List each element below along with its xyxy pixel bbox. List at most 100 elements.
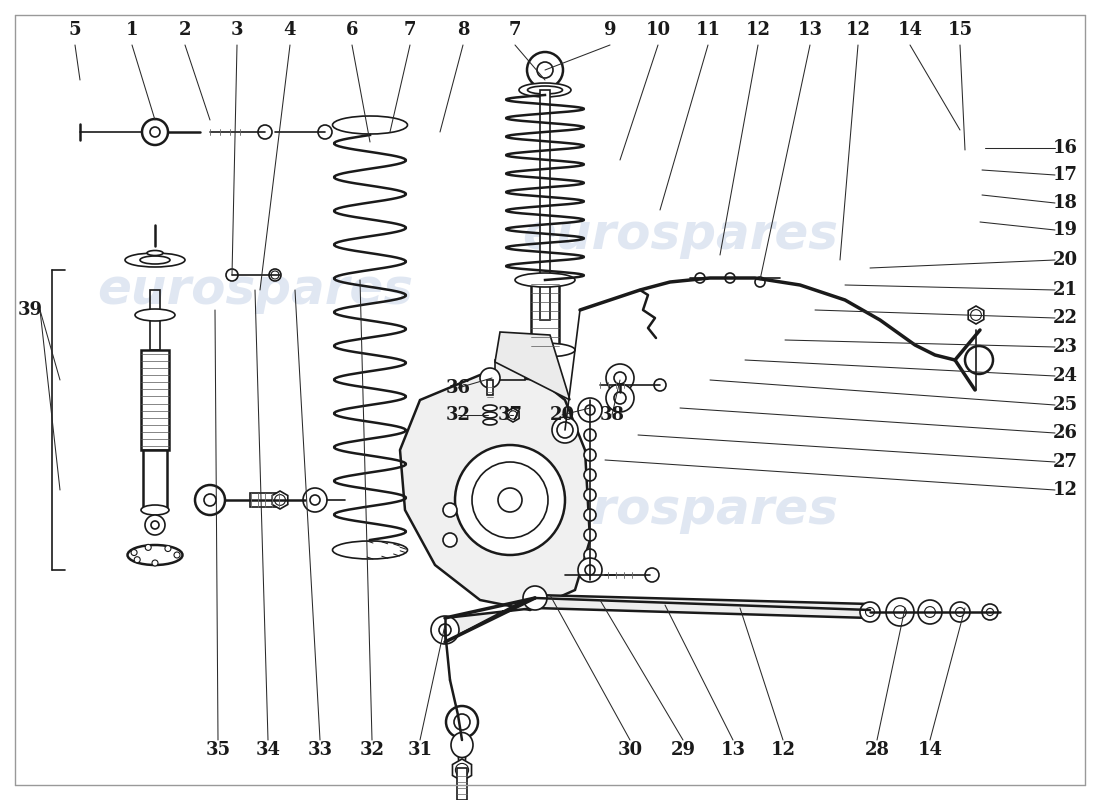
Polygon shape xyxy=(495,332,570,400)
Polygon shape xyxy=(452,759,472,781)
Text: 20: 20 xyxy=(549,406,574,424)
Text: 5: 5 xyxy=(68,21,81,39)
Text: 15: 15 xyxy=(947,21,972,39)
Text: 19: 19 xyxy=(1053,221,1078,239)
Circle shape xyxy=(578,558,602,582)
Circle shape xyxy=(965,346,993,374)
Bar xyxy=(540,90,550,320)
Bar xyxy=(143,450,167,510)
Bar xyxy=(487,380,493,395)
Circle shape xyxy=(165,546,170,551)
Circle shape xyxy=(584,449,596,461)
Circle shape xyxy=(614,372,626,384)
Circle shape xyxy=(695,273,705,283)
Circle shape xyxy=(522,586,547,610)
Text: 11: 11 xyxy=(695,21,721,39)
Polygon shape xyxy=(968,306,983,324)
Polygon shape xyxy=(272,491,288,509)
Ellipse shape xyxy=(128,545,183,565)
Circle shape xyxy=(578,398,602,422)
Circle shape xyxy=(151,521,160,529)
Circle shape xyxy=(443,533,456,547)
Circle shape xyxy=(755,277,764,287)
Text: 29: 29 xyxy=(671,741,695,759)
Circle shape xyxy=(893,606,906,618)
Ellipse shape xyxy=(528,86,562,94)
Circle shape xyxy=(584,564,596,576)
Text: 12: 12 xyxy=(770,741,795,759)
Bar xyxy=(250,493,282,507)
Text: 35: 35 xyxy=(206,741,231,759)
Text: 23: 23 xyxy=(1053,338,1078,356)
Circle shape xyxy=(204,494,216,506)
Bar xyxy=(456,768,468,800)
Ellipse shape xyxy=(135,309,175,321)
Circle shape xyxy=(145,515,165,535)
Ellipse shape xyxy=(519,83,571,97)
Circle shape xyxy=(645,568,659,582)
Circle shape xyxy=(310,495,320,505)
Text: 38: 38 xyxy=(600,406,625,424)
Text: 4: 4 xyxy=(284,21,296,39)
Ellipse shape xyxy=(483,419,497,425)
Circle shape xyxy=(498,488,522,512)
Text: 32: 32 xyxy=(446,406,471,424)
Circle shape xyxy=(152,560,158,566)
Circle shape xyxy=(584,469,596,481)
Text: 13: 13 xyxy=(798,21,823,39)
Circle shape xyxy=(195,485,226,515)
Text: 17: 17 xyxy=(1053,166,1078,184)
Text: 37: 37 xyxy=(497,406,522,424)
Circle shape xyxy=(982,604,998,620)
Circle shape xyxy=(131,550,138,555)
Bar xyxy=(150,290,160,350)
Text: 8: 8 xyxy=(456,21,470,39)
Text: 2: 2 xyxy=(178,21,191,39)
Text: 31: 31 xyxy=(407,741,432,759)
Circle shape xyxy=(537,62,553,78)
Text: 30: 30 xyxy=(617,741,642,759)
Text: 12: 12 xyxy=(846,21,870,39)
Text: 14: 14 xyxy=(917,741,943,759)
Text: 7: 7 xyxy=(404,21,416,39)
Text: 25: 25 xyxy=(1053,396,1078,414)
Circle shape xyxy=(584,489,596,501)
Ellipse shape xyxy=(451,733,473,758)
Ellipse shape xyxy=(515,343,575,357)
Circle shape xyxy=(174,552,180,558)
Circle shape xyxy=(271,271,279,279)
Circle shape xyxy=(302,488,327,512)
Ellipse shape xyxy=(483,412,497,418)
Polygon shape xyxy=(446,595,870,642)
Circle shape xyxy=(950,602,970,622)
Circle shape xyxy=(443,503,456,517)
Ellipse shape xyxy=(332,116,407,134)
Text: 3: 3 xyxy=(231,21,243,39)
Text: 20: 20 xyxy=(1053,251,1078,269)
Bar xyxy=(495,360,525,380)
Circle shape xyxy=(142,119,168,145)
Circle shape xyxy=(606,364,634,392)
Circle shape xyxy=(455,445,565,555)
Text: 12: 12 xyxy=(746,21,770,39)
Circle shape xyxy=(987,608,993,616)
Ellipse shape xyxy=(270,269,280,281)
Ellipse shape xyxy=(140,256,170,264)
Text: eurospares: eurospares xyxy=(522,486,838,534)
Text: 12: 12 xyxy=(1053,481,1078,499)
Circle shape xyxy=(134,557,140,562)
Circle shape xyxy=(585,405,595,415)
Text: 26: 26 xyxy=(1053,424,1078,442)
Circle shape xyxy=(584,429,596,441)
Circle shape xyxy=(150,127,160,137)
Ellipse shape xyxy=(147,250,163,255)
Text: 36: 36 xyxy=(446,379,471,397)
Text: 22: 22 xyxy=(1053,309,1078,327)
Bar xyxy=(141,350,169,450)
Circle shape xyxy=(584,409,596,421)
Text: 21: 21 xyxy=(1053,281,1078,299)
Text: 33: 33 xyxy=(308,741,332,759)
Circle shape xyxy=(614,392,626,404)
Text: 28: 28 xyxy=(865,741,890,759)
Text: 39: 39 xyxy=(18,301,43,319)
